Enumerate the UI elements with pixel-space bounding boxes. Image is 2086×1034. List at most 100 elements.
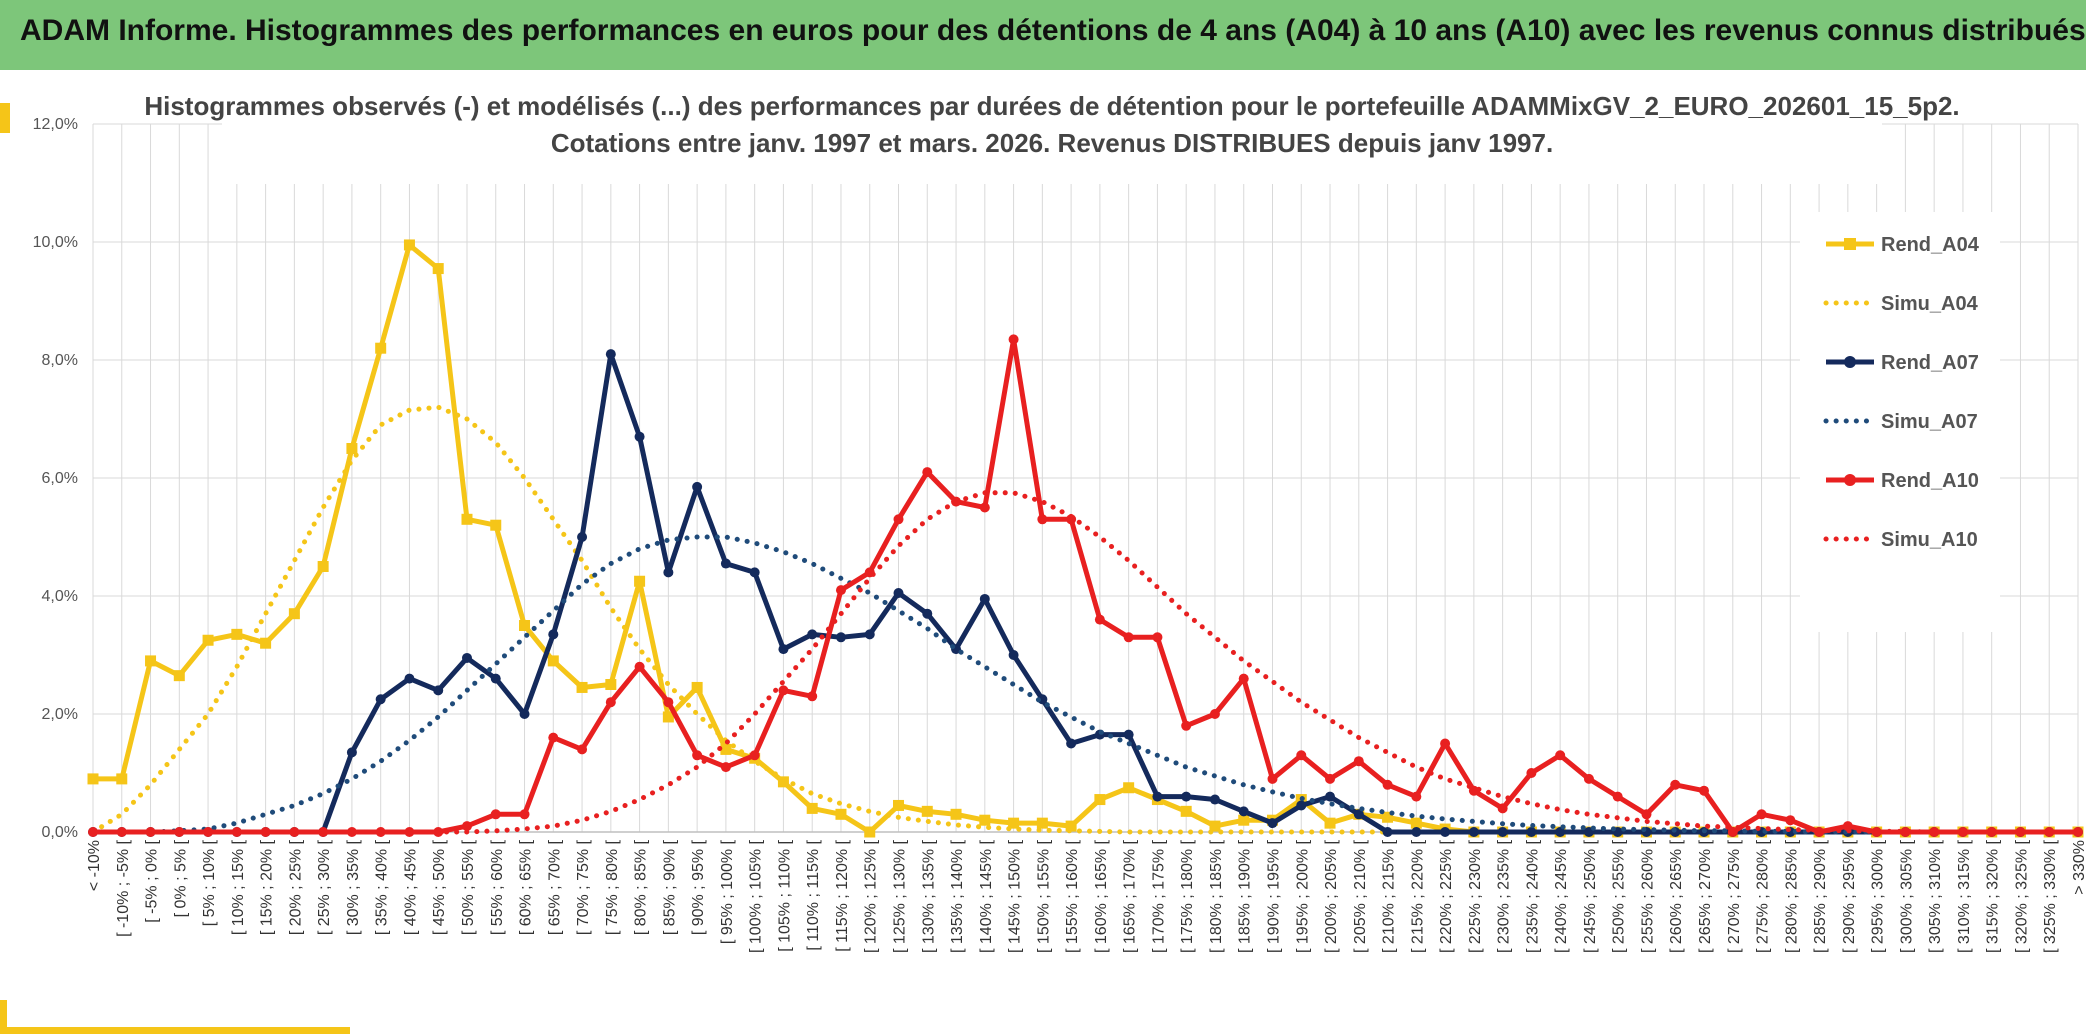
data-point-rend-a07: [1181, 791, 1192, 802]
data-point-rend-a07: [577, 532, 588, 542]
x-tick-label: < -10%: [86, 840, 103, 891]
data-point-rend-a07: [663, 567, 674, 578]
x-tick-label: [ 295% ; 300% [: [1870, 839, 1887, 953]
data-point-rend-a07: [1066, 738, 1077, 749]
data-point-rend-a10: [1842, 821, 1853, 832]
data-point-rend-a07: [1440, 827, 1451, 837]
data-point-rend-a07: [864, 629, 875, 640]
x-tick-label: [ 220% ; 225% [: [1438, 839, 1455, 953]
x-tick-label: [ 305% ; 310% [: [1927, 839, 1944, 953]
y-tick-label: 4,0%: [42, 588, 78, 605]
data-point-rend-a10: [548, 732, 559, 743]
x-tick-label: > 330%: [2071, 840, 2086, 895]
data-point-rend-a10: [1008, 334, 1019, 345]
x-tick-label: [ 270% ; 275% [: [1726, 839, 1743, 953]
data-point-rend-a04: [231, 628, 243, 640]
data-point-rend-a10: [1181, 720, 1192, 731]
data-point-rend-a04: [605, 679, 617, 690]
x-tick-label: [ 245% ; 250% [: [1582, 839, 1599, 953]
series-line-rend-a04: [93, 242, 2078, 835]
data-point-rend-a10: [1900, 827, 1911, 837]
x-tick-label: [ 120% ; 125% [: [863, 839, 880, 953]
x-tick-label: [ 320% ; 325% [: [2013, 839, 2030, 953]
x-tick-label: [ 105% ; 110% [: [776, 839, 793, 951]
data-point-rend-a07: [979, 593, 990, 604]
data-point-rend-a07: [720, 558, 731, 569]
data-point-rend-a10: [346, 827, 357, 837]
x-tick-label: [ 155% ; 160% [: [1064, 839, 1081, 953]
data-point-rend-a07: [375, 694, 386, 705]
data-point-rend-a10: [807, 691, 818, 702]
x-tick-label: [ 160% ; 165% [: [1093, 839, 1110, 953]
data-point-rend-a07: [835, 632, 846, 643]
legend-marker: [1844, 474, 1856, 486]
x-tick-label: [ 125% ; 130% [: [892, 839, 909, 953]
data-point-rend-a07: [1296, 800, 1307, 811]
data-point-rend-a10: [1123, 632, 1134, 643]
x-tick-label: [ 145% ; 150% [: [1007, 839, 1024, 953]
y-tick-label: 12,0%: [33, 116, 78, 133]
legend-background: [1800, 212, 2000, 632]
data-point-rend-a04: [87, 773, 99, 785]
x-tick-label: [ 310% ; 315% [: [1956, 839, 1973, 953]
data-point-rend-a04: [288, 608, 300, 620]
data-point-rend-a10: [922, 467, 933, 478]
data-point-rend-a07: [1008, 650, 1019, 660]
accent-bar-bottom: [0, 1027, 350, 1034]
x-tick-label: [ 230% ; 235% [: [1496, 839, 1513, 953]
data-point-rend-a10: [663, 697, 674, 708]
data-point-rend-a04: [1209, 820, 1221, 832]
data-point-rend-a07: [1152, 791, 1163, 802]
x-tick-label: [ 25% ; 30% [: [316, 839, 333, 935]
data-point-rend-a10: [1612, 791, 1623, 802]
x-tick-label: [ 290% ; 295% [: [1841, 839, 1858, 953]
data-point-rend-a07: [1497, 827, 1508, 837]
data-point-rend-a04: [116, 773, 128, 785]
data-point-rend-a04: [1123, 782, 1135, 794]
data-point-rend-a04: [519, 620, 531, 631]
data-point-rend-a07: [548, 629, 559, 640]
x-tick-label: [ 260% ; 265% [: [1668, 839, 1685, 953]
x-tick-label: [ 280% ; 285% [: [1783, 839, 1800, 953]
x-tick-label: [ 115% ; 120% [: [834, 839, 851, 951]
data-point-rend-a04: [691, 681, 703, 693]
x-tick-label: [ 255% ; 260% [: [1639, 839, 1656, 953]
data-point-rend-a04: [576, 681, 588, 693]
data-point-rend-a07: [346, 747, 357, 758]
data-point-rend-a04: [375, 342, 387, 354]
x-tick-label: [ 0% ; 5% [: [172, 839, 189, 917]
x-tick-label: [ 200% ; 205% [: [1323, 839, 1340, 953]
data-point-rend-a04: [893, 799, 905, 811]
data-point-rend-a04: [173, 670, 185, 682]
data-point-rend-a10: [893, 514, 904, 525]
data-point-rend-a04: [835, 808, 847, 820]
data-point-rend-a10: [1641, 809, 1652, 820]
x-tick-label: [ 35% ; 40% [: [374, 839, 391, 935]
data-point-rend-a10: [1325, 773, 1336, 784]
data-point-rend-a07: [634, 431, 645, 442]
data-point-rend-a04: [202, 634, 214, 646]
data-point-rend-a10: [1785, 815, 1796, 826]
data-point-rend-a07: [404, 673, 415, 684]
x-tick-label: [ 185% ; 190% [: [1237, 839, 1254, 953]
x-tick-label: [ -10% ; -5% [: [115, 839, 132, 936]
data-point-rend-a10: [1957, 827, 1968, 837]
legend-label: Simu_A04: [1881, 293, 1979, 315]
data-point-rend-a04: [720, 743, 732, 755]
data-point-rend-a10: [1468, 785, 1479, 796]
data-point-rend-a04: [950, 808, 962, 820]
data-point-rend-a04: [806, 802, 818, 814]
data-point-rend-a04: [864, 826, 876, 838]
x-tick-label: [ 45% ; 50% [: [431, 839, 448, 935]
series-group: [87, 239, 2084, 838]
data-point-rend-a10: [979, 502, 990, 513]
x-tick-label: [ 205% ; 210% [: [1352, 839, 1369, 953]
data-point-rend-a07: [1353, 809, 1364, 820]
data-point-rend-a04: [1065, 820, 1077, 832]
x-axis: < -10% [ -10% ; -5% [[ -5% ; 0% [[ 0% ; 5…: [86, 831, 2086, 953]
data-point-rend-a07: [922, 608, 933, 619]
data-point-rend-a04: [145, 655, 157, 667]
legend-label: Simu_A10: [1881, 529, 1978, 551]
data-point-rend-a10: [1296, 750, 1307, 761]
data-point-rend-a10: [692, 750, 703, 761]
